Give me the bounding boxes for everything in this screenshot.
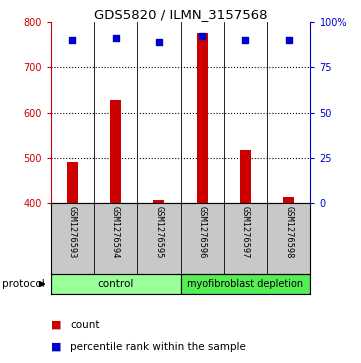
Bar (240, 150, 251, 203)
Point (113, 35, 118, 41)
Bar (110, 100, 121, 203)
Text: percentile rank within the sample: percentile rank within the sample (70, 342, 246, 352)
Text: GSM1276594: GSM1276594 (111, 206, 120, 258)
Text: myofibroblast depletion: myofibroblast depletion (187, 279, 304, 289)
Bar (153, 200, 164, 203)
Point (69, 37, 75, 43)
Text: GSM1276593: GSM1276593 (68, 206, 77, 258)
Point (199, 33, 205, 39)
Text: count: count (70, 320, 100, 330)
Text: protocol: protocol (2, 279, 44, 289)
Bar (197, 33, 208, 203)
Bar (283, 197, 294, 203)
Text: GSM1276596: GSM1276596 (198, 206, 206, 258)
Point (156, 39, 162, 45)
Text: control: control (97, 279, 134, 289)
Point (286, 37, 292, 43)
Text: GSM1276595: GSM1276595 (155, 206, 163, 258)
Text: GSM1276597: GSM1276597 (241, 206, 250, 258)
Title: GDS5820 / ILMN_3157568: GDS5820 / ILMN_3157568 (94, 8, 267, 21)
Point (243, 37, 248, 43)
Text: GSM1276598: GSM1276598 (284, 206, 293, 258)
Bar (51, 274, 180, 294)
Bar (180, 274, 310, 294)
Text: ■: ■ (51, 320, 61, 330)
Bar (67, 163, 78, 203)
Text: ■: ■ (51, 342, 61, 352)
